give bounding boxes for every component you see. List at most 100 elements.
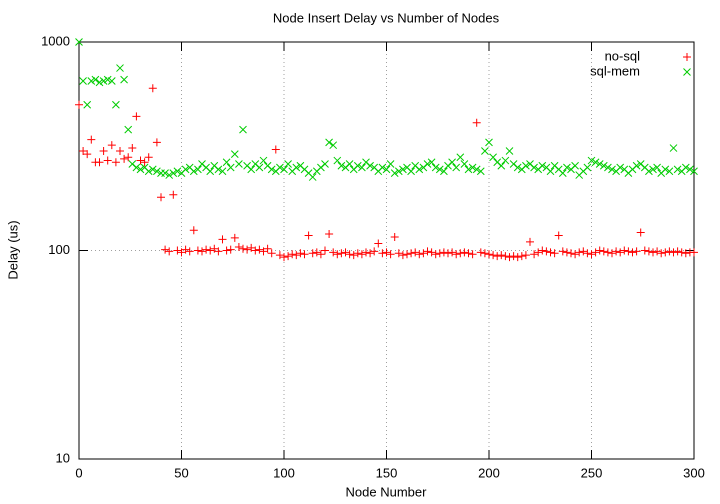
point bbox=[267, 249, 276, 258]
point bbox=[255, 245, 264, 254]
legend-label: no-sql bbox=[605, 48, 641, 63]
point bbox=[657, 249, 666, 258]
point bbox=[206, 167, 215, 176]
point bbox=[308, 249, 317, 258]
point bbox=[132, 163, 141, 172]
point bbox=[399, 165, 407, 174]
point bbox=[112, 100, 120, 109]
point bbox=[75, 100, 83, 109]
point bbox=[653, 247, 662, 256]
point bbox=[374, 239, 383, 248]
x-tick-label: 300 bbox=[683, 465, 705, 480]
point bbox=[456, 249, 465, 258]
point bbox=[681, 163, 690, 172]
x-tick-label: 250 bbox=[581, 465, 603, 480]
point bbox=[189, 167, 198, 176]
point bbox=[464, 249, 473, 258]
point bbox=[382, 165, 391, 174]
point bbox=[153, 167, 161, 176]
point bbox=[632, 247, 641, 256]
point bbox=[460, 248, 469, 257]
point bbox=[407, 167, 415, 176]
point bbox=[87, 77, 96, 85]
point bbox=[206, 246, 215, 255]
point bbox=[75, 38, 83, 46]
point bbox=[185, 247, 194, 256]
point bbox=[239, 125, 247, 134]
point bbox=[403, 250, 411, 259]
point bbox=[284, 252, 293, 261]
point bbox=[83, 150, 92, 159]
point bbox=[247, 165, 256, 174]
point bbox=[448, 158, 456, 167]
point bbox=[218, 167, 227, 176]
x-tick-label: 100 bbox=[273, 465, 295, 480]
point bbox=[366, 161, 374, 170]
point bbox=[251, 246, 260, 255]
point bbox=[616, 248, 625, 257]
point bbox=[583, 163, 592, 172]
point bbox=[194, 165, 202, 174]
point bbox=[456, 153, 465, 162]
point bbox=[341, 248, 350, 257]
point bbox=[558, 169, 567, 177]
point bbox=[476, 167, 485, 176]
point bbox=[107, 77, 116, 85]
point bbox=[444, 249, 452, 258]
point bbox=[91, 75, 100, 84]
point bbox=[464, 165, 473, 174]
point bbox=[271, 145, 280, 154]
point bbox=[107, 141, 116, 150]
point bbox=[435, 249, 444, 258]
point bbox=[677, 248, 686, 257]
point bbox=[333, 250, 342, 259]
point bbox=[337, 161, 346, 170]
point bbox=[321, 246, 329, 255]
point bbox=[386, 250, 395, 259]
legend-marker bbox=[683, 53, 691, 61]
point bbox=[501, 252, 510, 261]
point bbox=[136, 165, 145, 174]
point bbox=[644, 247, 653, 256]
point bbox=[169, 190, 178, 199]
point bbox=[243, 245, 252, 254]
point bbox=[370, 247, 379, 256]
point bbox=[226, 163, 235, 172]
point bbox=[653, 163, 661, 172]
point bbox=[530, 163, 538, 172]
point bbox=[509, 252, 518, 261]
point bbox=[218, 235, 227, 244]
point bbox=[120, 75, 128, 84]
point bbox=[448, 248, 457, 257]
point bbox=[620, 246, 629, 255]
point bbox=[612, 247, 621, 256]
point bbox=[505, 253, 514, 262]
point bbox=[567, 249, 575, 258]
y-tick-label: 100 bbox=[48, 242, 70, 257]
point bbox=[165, 171, 174, 179]
point bbox=[312, 248, 321, 257]
point bbox=[226, 245, 235, 254]
point bbox=[95, 158, 104, 167]
point bbox=[378, 163, 387, 172]
point bbox=[292, 251, 301, 260]
point bbox=[595, 246, 604, 255]
point bbox=[571, 250, 580, 259]
point bbox=[480, 249, 489, 258]
point bbox=[144, 153, 153, 162]
point bbox=[386, 160, 395, 168]
point bbox=[136, 156, 145, 165]
point bbox=[292, 163, 301, 172]
x-tick-label: 0 bbox=[75, 465, 82, 480]
point bbox=[148, 165, 157, 174]
point bbox=[259, 156, 268, 165]
point bbox=[111, 158, 120, 167]
point bbox=[222, 246, 231, 255]
x-tick-label: 150 bbox=[376, 465, 398, 480]
point bbox=[99, 77, 108, 85]
point bbox=[345, 250, 354, 259]
point bbox=[472, 165, 481, 174]
point bbox=[489, 153, 497, 162]
point bbox=[173, 246, 182, 255]
